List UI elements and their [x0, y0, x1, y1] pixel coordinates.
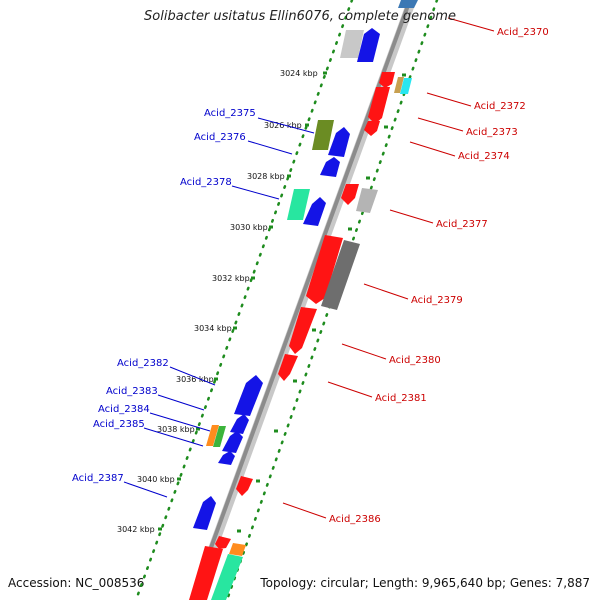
kbp-tick-label: 3034 kbp [194, 324, 232, 333]
gene-arrow-blue [234, 375, 263, 416]
leader-line [149, 412, 211, 432]
gene-arrow-steel-blue [398, 0, 418, 8]
leader-line [257, 117, 315, 134]
gene-arrow-blue [218, 451, 235, 465]
leader-line [231, 185, 280, 200]
kbp-dotted-line-left [134, 0, 354, 600]
leader-line [447, 17, 495, 32]
gene-label: Acid_2375 [204, 108, 256, 119]
gene-arrow-red [368, 87, 390, 124]
kbp-tick-label: 3038 kbp [157, 425, 195, 434]
gene-label: Acid_2373 [466, 127, 518, 138]
gene-arrow-red [278, 354, 298, 381]
accession-label: Accession: NC_008536 [8, 576, 145, 590]
gene-arrow-blue [230, 414, 249, 434]
leader-line [426, 92, 472, 107]
kbp-tick-label: 3040 kbp [137, 475, 175, 484]
gene-arrow-blue [357, 28, 380, 62]
leader-line [143, 427, 204, 447]
gene-arrow-dim-gray [321, 240, 360, 310]
gene-label: Acid_2370 [497, 27, 549, 38]
forward-gene-labels: Acid_2375 Acid_2376 Acid_2378 Acid_2382 … [72, 108, 256, 484]
gene-arrow-red [364, 121, 380, 136]
kbp-tick-label: 3032 kbp [212, 274, 250, 283]
gene-arrow-red [341, 184, 359, 205]
leader-line [157, 394, 205, 411]
forward-leader-lines [123, 117, 315, 498]
gene-arrow-red [236, 476, 253, 496]
gene-label: Acid_2376 [194, 132, 246, 143]
gene-label: Acid_2386 [329, 514, 381, 525]
kbp-tick-marks [158, 71, 406, 533]
gene-label: Acid_2380 [389, 355, 441, 366]
gene-arrow-red [306, 235, 343, 304]
leader-line [363, 283, 409, 300]
gene-arrow-aquamarine [287, 189, 310, 220]
gene-label: Acid_2381 [375, 393, 427, 404]
kbp-tick-label: 3030 kbp [230, 223, 268, 232]
gene-arrow-blue [303, 197, 326, 226]
gene-arrow-red [379, 72, 395, 88]
gene-arrow-cyan [400, 78, 412, 94]
kbp-tick-label: 3028 kbp [247, 172, 285, 181]
gene-arrow-blue [328, 127, 350, 157]
gene-label: Acid_2383 [106, 386, 158, 397]
gene-arrow-blue [222, 431, 243, 453]
leader-line [169, 366, 216, 386]
gene-label: Acid_2377 [436, 219, 488, 230]
kbp-tick-label: 3026 kbp [264, 121, 302, 130]
kbp-tick-label: 3036 kbp [176, 375, 214, 384]
leader-line [389, 209, 434, 224]
map-title: Solibacter usitatus Ellin6076, complete … [144, 9, 456, 24]
gene-label: Acid_2374 [458, 151, 510, 162]
leader-line [282, 502, 327, 519]
topology-label: Topology: circular; Length: 9,965,640 bp… [260, 576, 590, 590]
reverse-leader-lines [282, 17, 495, 519]
gene-arrow-red [189, 546, 223, 600]
gene-label: Acid_2387 [72, 473, 124, 484]
gene-arrow-red [289, 307, 317, 354]
gene-arrow-orange [229, 543, 246, 556]
kbp-ticks: 3024 kbp 3026 kbp 3028 kbp 3030 kbp 3032… [117, 69, 318, 534]
leader-line [327, 381, 373, 398]
leader-line [123, 481, 168, 498]
forward-genes [193, 28, 380, 530]
gene-label: Acid_2379 [411, 295, 463, 306]
reverse-genes [189, 0, 418, 600]
gene-arrow-olive [312, 120, 334, 150]
gene-arrow-blue [320, 157, 340, 177]
leader-line [409, 141, 456, 157]
leader-line [247, 140, 293, 155]
gene-label: Acid_2385 [93, 419, 145, 430]
reverse-gene-labels: Acid_2370 Acid_2372 Acid_2373 Acid_2374 … [329, 27, 549, 525]
gene-arrow-tan [394, 77, 404, 93]
gene-arrow-red [215, 536, 231, 549]
leader-line [341, 343, 387, 360]
gene-label: Acid_2378 [180, 177, 232, 188]
gene-arrow-green [213, 426, 226, 447]
kbp-tick-label: 3024 kbp [280, 69, 318, 78]
gene-label: Acid_2372 [474, 101, 526, 112]
gene-label: Acid_2382 [117, 358, 169, 369]
gene-arrow-aquamarine [211, 554, 243, 600]
gene-arrow-silver [356, 188, 378, 213]
gene-arrow-blue [193, 496, 216, 530]
leader-line [417, 117, 464, 132]
gene-arrow-orange [206, 425, 219, 446]
gene-label: Acid_2384 [98, 404, 150, 415]
kbp-tick-label: 3042 kbp [117, 525, 155, 534]
gene-arrow-light-gray [340, 30, 364, 58]
